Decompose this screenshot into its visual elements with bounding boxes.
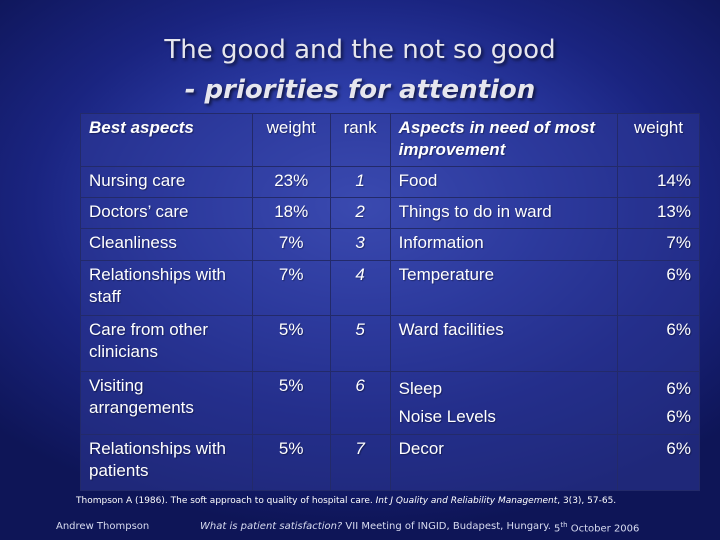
table-row: Relationships with staff 7% 4 Temperatur… xyxy=(80,259,700,317)
improvement-aspect-cell: Sleep Noise Levels xyxy=(389,370,619,436)
best-aspect-cell: Cleanliness xyxy=(80,228,253,261)
footer-talk-title: What is patient satisfaction? xyxy=(200,521,343,532)
improvement-weight-line: 6% xyxy=(666,378,691,398)
best-aspect-cell: Relationships with patients xyxy=(80,434,253,491)
improvement-weight-cell: 7% xyxy=(617,228,700,261)
title-line-2: - priorities for attention xyxy=(184,75,536,105)
rank-cell: 7 xyxy=(329,434,391,491)
footer-date-day: 5 xyxy=(554,523,561,535)
best-weight-cell: 23% xyxy=(251,165,331,198)
table-row: Visiting arrangements 5% 6 Sleep Noise L… xyxy=(80,370,700,436)
improvement-weight-line: 6% xyxy=(666,406,691,426)
improvement-aspect-line: Noise Levels xyxy=(398,406,496,426)
best-weight-cell: 7% xyxy=(251,228,331,261)
table-row: Relationships with patients 5% 7 Decor 6… xyxy=(80,434,700,491)
footer-meeting: VII Meeting of INGID, Budapest, Hungary. xyxy=(342,521,551,532)
header-weight-left: weight xyxy=(251,113,331,167)
footer-author: Andrew Thompson xyxy=(56,521,150,532)
rank-cell: 4 xyxy=(329,259,391,317)
best-weight-cell: 18% xyxy=(251,196,331,230)
improvement-weight-cell: 13% xyxy=(617,196,700,230)
table-header-row: Best aspects weight rank Aspects in need… xyxy=(80,113,700,167)
improvement-aspect-cell: Ward facilities xyxy=(389,315,619,372)
table-row: Doctors’ care 18% 2 Things to do in ward… xyxy=(80,196,700,230)
citation-volume: , 3(3), 57-65. xyxy=(557,496,617,506)
improvement-aspect-cell: Things to do in ward xyxy=(389,196,619,230)
improvement-weight-cell: 14% xyxy=(617,165,700,198)
rank-cell: 2 xyxy=(329,196,391,230)
best-aspect-cell: Nursing care xyxy=(80,165,253,198)
best-aspect-cell: Care from other clinicians xyxy=(80,315,253,372)
best-aspect-cell: Relationships with staff xyxy=(80,259,253,317)
improvement-weight-cell: 6% xyxy=(617,259,700,317)
table-row: Care from other clinicians 5% 5 Ward fac… xyxy=(80,315,700,372)
title-line-1: The good and the not so good xyxy=(164,35,556,65)
table-row: Nursing care 23% 1 Food 14% xyxy=(80,165,700,198)
citation: Thompson A (1986). The soft approach to … xyxy=(76,496,616,506)
improvement-aspect-cell: Food xyxy=(389,165,619,198)
rank-cell: 3 xyxy=(329,228,391,261)
priorities-table: Best aspects weight rank Aspects in need… xyxy=(80,113,700,491)
best-weight-cell: 5% xyxy=(251,434,331,491)
best-aspect-cell: Visiting arrangements xyxy=(80,370,253,436)
rank-cell: 5 xyxy=(329,315,391,372)
improvement-aspect-cell: Decor xyxy=(389,434,619,491)
improvement-aspect-line: Sleep xyxy=(398,378,443,398)
table-row: Cleanliness 7% 3 Information 7% xyxy=(80,228,700,261)
footer-date-sup: th xyxy=(560,521,568,529)
improvement-aspect-cell: Temperature xyxy=(389,259,619,317)
improvement-weight-cell: 6% xyxy=(617,434,700,491)
best-weight-cell: 7% xyxy=(251,259,331,317)
header-rank: rank xyxy=(329,113,391,167)
rank-cell: 6 xyxy=(329,370,391,436)
best-weight-cell: 5% xyxy=(251,315,331,372)
improvement-weight-cell: 6% xyxy=(617,315,700,372)
improvement-aspect-cell: Information xyxy=(389,228,619,261)
footer-talk: What is patient satisfaction? VII Meetin… xyxy=(200,521,551,532)
improvement-weight-cell: 6% 6% xyxy=(617,370,700,436)
priorities-table-wrapper: Best aspects weight rank Aspects in need… xyxy=(80,113,700,491)
best-aspect-cell: Doctors’ care xyxy=(80,196,253,230)
citation-text: Thompson A (1986). The soft approach to … xyxy=(76,496,373,506)
header-aspects-need-improvement: Aspects in need of most improvement xyxy=(389,113,619,167)
footer-date-rest: October 2006 xyxy=(567,523,640,535)
footer-date: 5th October 2006 xyxy=(554,521,639,534)
best-weight-cell: 5% xyxy=(251,370,331,436)
header-weight-right: weight xyxy=(617,113,700,167)
citation-journal: Int J Quality and Reliability Management xyxy=(375,496,558,506)
rank-cell: 1 xyxy=(329,165,391,198)
slide-title: The good and the not so good - prioritie… xyxy=(0,30,720,110)
header-best-aspects: Best aspects xyxy=(80,113,253,167)
